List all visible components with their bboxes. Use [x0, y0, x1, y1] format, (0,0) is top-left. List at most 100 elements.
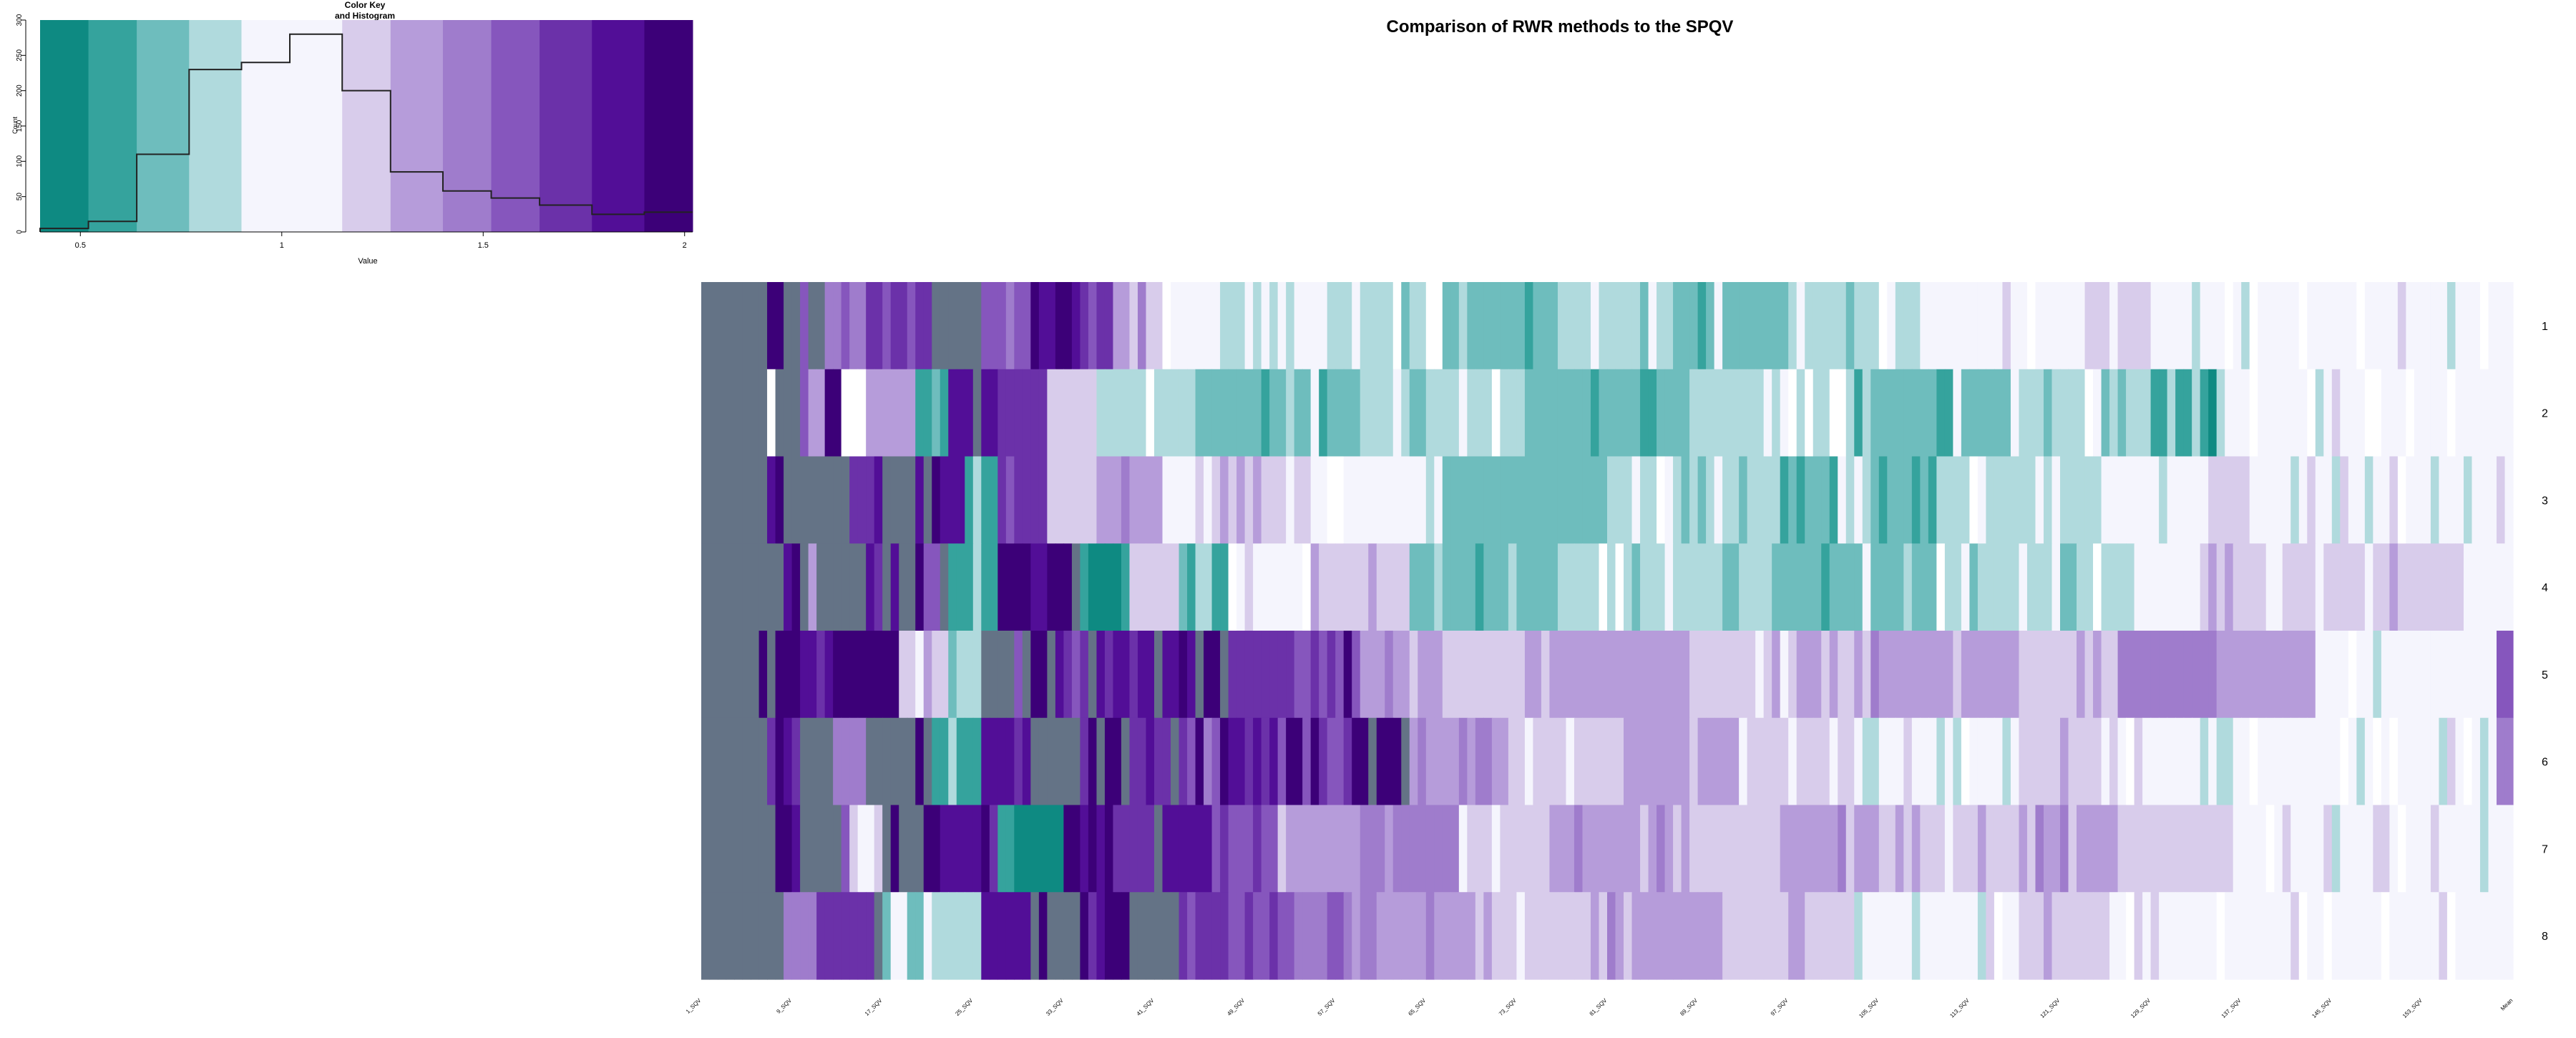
heatmap-cell: [1730, 892, 1740, 980]
heatmap-cell: [2109, 892, 2119, 980]
heatmap-cell: [2340, 282, 2349, 370]
heatmap-cell: [1903, 543, 1913, 631]
heatmap-cell: [907, 631, 916, 719]
heatmap-cell: [1179, 717, 1188, 806]
heatmap-cell: [791, 631, 801, 719]
heatmap-cell: [1038, 369, 1048, 457]
heatmap-cell: [956, 892, 965, 980]
heatmap-cell: [1228, 456, 1237, 544]
heatmap-cell: [2463, 805, 2473, 893]
heatmap-cell: [2167, 631, 2176, 719]
heatmap-cell: [1878, 282, 1888, 370]
heatmap-cell: [1533, 282, 1542, 370]
heatmap-cell: [2126, 369, 2135, 457]
heatmap-cell: [2422, 456, 2431, 544]
heatmap-cell: [2389, 369, 2399, 457]
heatmap-cell: [1689, 892, 1699, 980]
heatmap-cell: [784, 892, 793, 980]
heatmap-cell: [1113, 456, 1122, 544]
heatmap-cell: [2265, 892, 2275, 980]
heatmap-cell: [1368, 805, 1377, 893]
heatmap-cell: [866, 717, 875, 806]
heatmap-cell: [2051, 543, 2061, 631]
heatmap-cell: [2101, 717, 2110, 806]
chart-title: Comparison of RWR methods to the SPQV: [1386, 17, 1734, 37]
heatmap-cell: [948, 456, 957, 544]
color-key-cells: [40, 20, 693, 232]
heatmap-cell: [1763, 543, 1772, 631]
heatmap-cell: [1657, 543, 1666, 631]
heatmap-cell: [1870, 282, 1880, 370]
heatmap-cell: [2093, 282, 2102, 370]
heatmap-cell: [1261, 282, 1270, 370]
heatmap-cell: [1821, 543, 1830, 631]
heatmap-cell: [948, 717, 957, 806]
heatmap-cell: [2364, 631, 2373, 719]
heatmap-cell: [2356, 543, 2366, 631]
heatmap-cell: [2192, 892, 2201, 980]
heatmap-cell: [972, 456, 982, 544]
heatmap-cell: [808, 369, 817, 457]
heatmap-cell: [1648, 892, 1657, 980]
heatmap-cell: [808, 805, 817, 893]
heatmap-cell: [1928, 717, 1937, 806]
heatmap-cell: [1755, 631, 1765, 719]
heatmap-cell: [2233, 543, 2242, 631]
heatmap-cell: [1615, 717, 1624, 806]
heatmap-cell: [989, 456, 998, 544]
heatmap-cell: [1920, 631, 1929, 719]
heatmap-cell: [948, 282, 957, 370]
heatmap-cell: [1236, 892, 1246, 980]
heatmap-cell: [2035, 631, 2044, 719]
heatmap-cell: [824, 805, 834, 893]
heatmap-cell: [1870, 631, 1880, 719]
heatmap-cell: [1887, 543, 1896, 631]
heatmap-cell: [1805, 543, 1814, 631]
heatmap-cell: [2051, 282, 2061, 370]
heatmap-cell: [1022, 543, 1031, 631]
heatmap-cell: [1104, 717, 1114, 806]
heatmap-cell: [2051, 717, 2061, 806]
heatmap-cell: [1088, 717, 1098, 806]
heatmap-cell: [1343, 631, 1352, 719]
heatmap-cell: [1409, 282, 1418, 370]
heatmap-cell: [1055, 892, 1064, 980]
heatmap-cell: [1697, 543, 1707, 631]
heatmap-cell: [1829, 543, 1838, 631]
heatmap-cell: [874, 805, 883, 893]
heatmap-cell: [1657, 631, 1666, 719]
heatmap-row-label: 1: [2542, 321, 2548, 333]
heatmap-cell: [2430, 543, 2440, 631]
heatmap-cell: [2035, 282, 2044, 370]
heatmap-column-label: 49_SQV: [1226, 997, 1246, 1017]
heatmap-cell: [1631, 543, 1641, 631]
heatmap-cell: [718, 369, 727, 457]
heatmap-cell: [1409, 631, 1418, 719]
heatmap-cell: [1977, 805, 1987, 893]
heatmap-cell: [2422, 805, 2431, 893]
heatmap-cell: [751, 892, 760, 980]
heatmap-cell: [1483, 282, 1493, 370]
heatmap-cell: [726, 805, 735, 893]
heatmap-cell: [1236, 543, 1246, 631]
heatmap-cell: [857, 631, 867, 719]
heatmap-cell: [1220, 892, 1229, 980]
heatmap-cell: [857, 892, 867, 980]
heatmap-cell: [1080, 543, 1089, 631]
heatmap-cell: [2496, 456, 2506, 544]
heatmap-cell: [1335, 369, 1345, 457]
heatmap-cell: [890, 456, 899, 544]
heatmap-cell: [972, 892, 982, 980]
heatmap-cell: [1154, 805, 1163, 893]
heatmap-cell: [1969, 892, 1979, 980]
heatmap-cell: [1557, 631, 1567, 719]
heatmap-cell: [2249, 543, 2258, 631]
heatmap-cell: [1500, 369, 1509, 457]
heatmap-cell: [2084, 543, 2094, 631]
heatmap-cell: [2389, 717, 2399, 806]
heatmap-cell: [1590, 717, 1600, 806]
heatmap-cell: [1961, 282, 1970, 370]
heatmap-cell: [1936, 631, 1946, 719]
heatmap-cell: [709, 631, 718, 719]
